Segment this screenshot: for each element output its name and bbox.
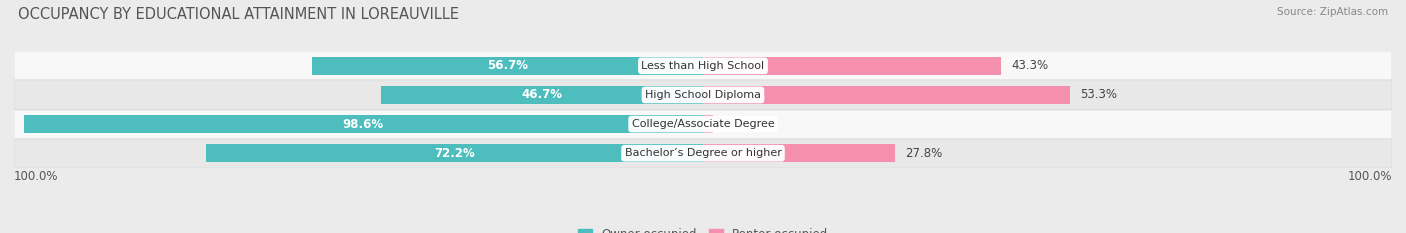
FancyBboxPatch shape <box>14 80 1392 110</box>
Legend: Owner-occupied, Renter-occupied: Owner-occupied, Renter-occupied <box>572 223 834 233</box>
Text: 56.7%: 56.7% <box>488 59 529 72</box>
Bar <box>312 57 703 75</box>
Text: 27.8%: 27.8% <box>905 147 942 160</box>
Text: 43.3%: 43.3% <box>1012 59 1049 72</box>
Text: Bachelor’s Degree or higher: Bachelor’s Degree or higher <box>624 148 782 158</box>
FancyBboxPatch shape <box>14 110 1392 139</box>
Bar <box>703 144 894 162</box>
Text: 98.6%: 98.6% <box>343 118 384 130</box>
Bar <box>381 86 703 104</box>
Text: 100.0%: 100.0% <box>1347 170 1392 183</box>
Bar <box>205 144 703 162</box>
Text: 100.0%: 100.0% <box>14 170 59 183</box>
Text: 72.2%: 72.2% <box>434 147 475 160</box>
FancyBboxPatch shape <box>14 51 1392 80</box>
Bar <box>703 115 713 133</box>
Text: Source: ZipAtlas.com: Source: ZipAtlas.com <box>1277 7 1388 17</box>
Text: College/Associate Degree: College/Associate Degree <box>631 119 775 129</box>
Bar <box>24 115 703 133</box>
Bar <box>703 86 1070 104</box>
Text: High School Diploma: High School Diploma <box>645 90 761 100</box>
Bar <box>703 57 1001 75</box>
Text: Less than High School: Less than High School <box>641 61 765 71</box>
Text: 46.7%: 46.7% <box>522 89 562 101</box>
Text: OCCUPANCY BY EDUCATIONAL ATTAINMENT IN LOREAUVILLE: OCCUPANCY BY EDUCATIONAL ATTAINMENT IN L… <box>18 7 460 22</box>
Text: 53.3%: 53.3% <box>1081 89 1118 101</box>
FancyBboxPatch shape <box>14 139 1392 168</box>
Text: 1.5%: 1.5% <box>724 118 754 130</box>
